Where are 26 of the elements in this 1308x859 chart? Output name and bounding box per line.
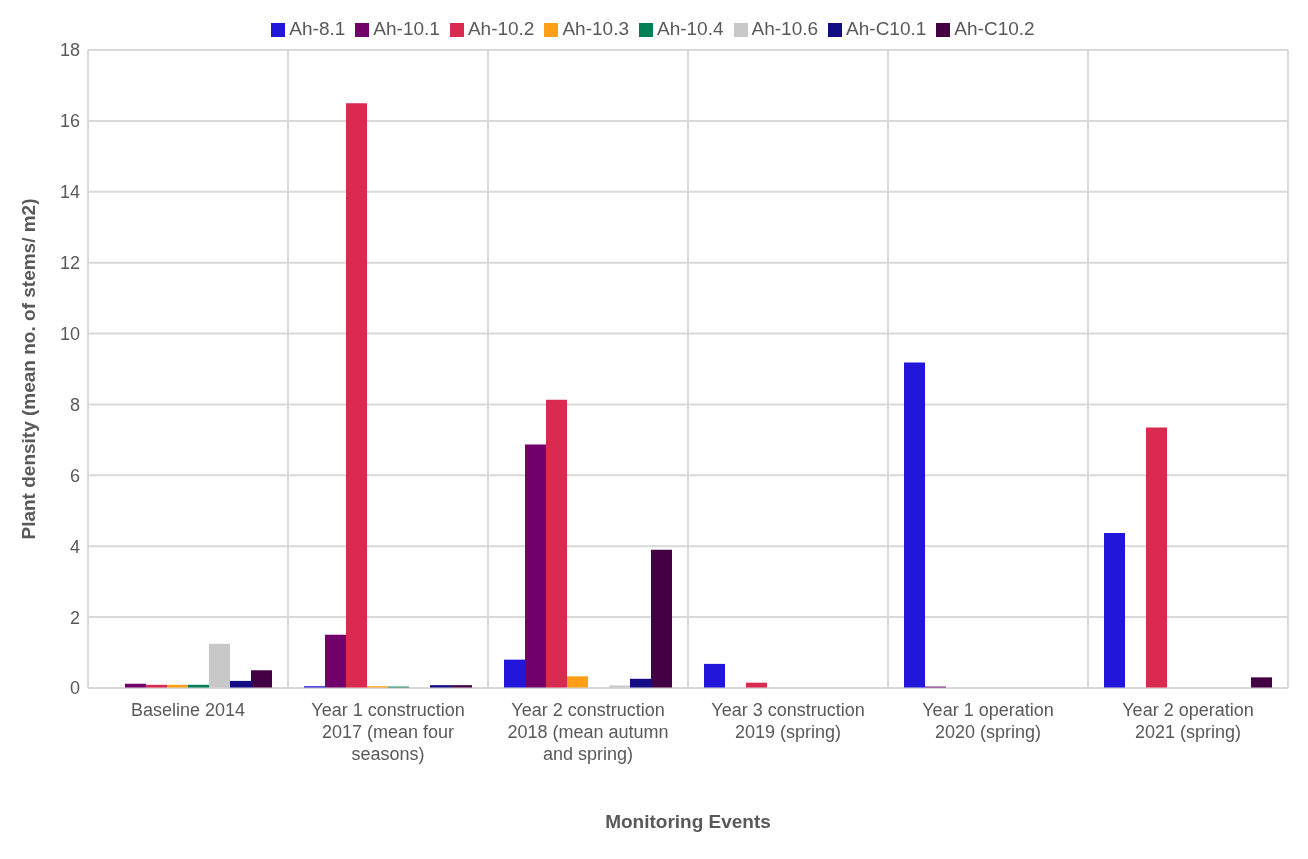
y-axis-title: Plant density (mean no. of stems/ m2): [17, 198, 39, 540]
legend-label: Ah-10.6: [751, 18, 819, 39]
x-tick-label: Year 3 construction 2019 (spring): [711, 700, 865, 742]
legend-label: Ah-10.3: [562, 18, 629, 39]
x-axis-title: Monitoring Events: [605, 811, 771, 832]
x-tick-label: Baseline 2014: [130, 700, 246, 720]
legend-label: Ah-C10.2: [954, 18, 1035, 39]
y-tick-label: 14: [59, 182, 80, 203]
x-tick-label: Year 1 construction 2017 (mean four seasons): [311, 700, 465, 764]
legend-label: Ah-10.1: [373, 18, 440, 39]
y-tick-label: 12: [59, 253, 80, 274]
y-tick-label: 16: [59, 111, 80, 132]
x-tick-label: Year 1 operation 2020 (spring): [922, 700, 1054, 742]
y-tick-label: 4: [69, 536, 80, 557]
y-tick-label: 2: [69, 607, 80, 628]
y-tick-label: 6: [69, 465, 80, 486]
y-tick-label: 0: [69, 678, 80, 699]
legend-label: Ah-8.1: [289, 18, 346, 39]
x-tick-label: Year 2 construction 2018 (mean autumn and spring): [507, 700, 669, 764]
x-tick-label: Year 2 operation 2021 (spring): [1122, 700, 1254, 742]
legend-label: Ah-C10.1: [846, 18, 927, 39]
y-tick-label: 10: [59, 323, 80, 344]
legend-label: Ah-10.2: [467, 18, 535, 39]
y-tick-label: 8: [69, 394, 80, 415]
legend-label: Ah-10.4: [656, 18, 724, 39]
y-tick-label: 18: [59, 40, 80, 61]
